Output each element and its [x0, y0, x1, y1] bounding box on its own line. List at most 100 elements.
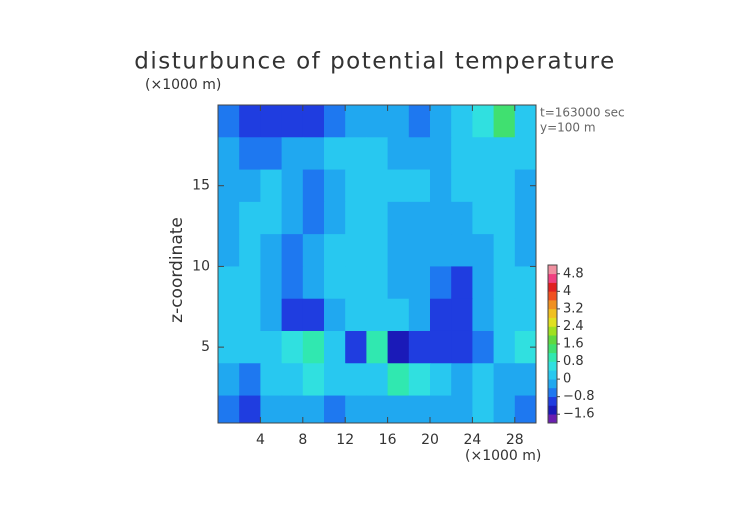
- field-cell: [324, 169, 346, 203]
- x-tick-label: 4: [256, 432, 265, 448]
- field-cell: [366, 201, 389, 235]
- field-cell: [472, 201, 495, 235]
- field-cell: [260, 395, 283, 423]
- field-cell: [345, 363, 367, 397]
- field-cell: [493, 201, 516, 235]
- field-cell: [302, 137, 325, 171]
- field-cell: [408, 234, 431, 267]
- colorbar-tick-label: −1.6: [563, 407, 595, 422]
- field-cell: [260, 137, 283, 171]
- field-cell: [387, 201, 410, 235]
- field-cell: [387, 330, 410, 364]
- colorbar-tick-label: 1.6: [563, 337, 584, 352]
- field-cell: [218, 234, 240, 267]
- field-cell: [408, 169, 431, 203]
- colorbar-band: [548, 370, 557, 380]
- field-cell: [430, 363, 452, 397]
- field-cell: [493, 298, 516, 332]
- field-cell: [345, 234, 367, 267]
- field-cell: [366, 137, 389, 171]
- field-cell: [514, 137, 536, 171]
- field-cell: [260, 234, 283, 267]
- field-cell: [387, 234, 410, 267]
- field-cell: [302, 266, 325, 300]
- field-cell: [345, 137, 367, 171]
- field-cell: [451, 234, 473, 267]
- field-cell: [408, 395, 431, 423]
- field-cell: [366, 234, 389, 267]
- field-cell: [345, 266, 367, 300]
- y-tick-label: 15: [192, 178, 210, 194]
- x-tick-label: 28: [506, 432, 524, 448]
- field-cell: [302, 298, 325, 332]
- field-cell: [451, 137, 473, 171]
- field-cell: [493, 169, 516, 203]
- field-cell: [514, 105, 536, 138]
- colorbar-band: [548, 405, 557, 415]
- field-cell: [408, 330, 431, 364]
- field-cell: [430, 234, 452, 267]
- field-cell: [281, 105, 304, 138]
- field-cell: [451, 330, 473, 364]
- field-cell: [451, 363, 473, 397]
- field-cell: [430, 105, 452, 138]
- colorbar-tick-label: 0.8: [563, 354, 584, 369]
- field-cell: [345, 395, 367, 423]
- field-cell: [472, 395, 495, 423]
- colorbar-band: [548, 308, 557, 318]
- field-cell: [281, 234, 304, 267]
- field-cell: [281, 266, 304, 300]
- field-cell: [430, 201, 452, 235]
- field-cell: [324, 105, 346, 138]
- field-cell: [472, 330, 495, 364]
- field-cell: [260, 201, 283, 235]
- field-cell: [239, 137, 261, 171]
- colorbar-tick-label: 4.8: [563, 266, 584, 281]
- field-cell: [451, 266, 473, 300]
- field-cell: [239, 169, 261, 203]
- colorbar-band: [548, 317, 557, 327]
- x-tick-label: 12: [336, 432, 354, 448]
- field-cell: [345, 330, 367, 364]
- field-cell: [472, 298, 495, 332]
- field-cell: [260, 105, 283, 138]
- annotation: y=100 m: [540, 121, 596, 135]
- field-cell: [239, 105, 261, 138]
- field-cell: [218, 330, 240, 364]
- field-cell: [493, 395, 516, 423]
- colorbar-band: [548, 361, 557, 371]
- field-cell: [281, 201, 304, 235]
- x-tick-label: 16: [379, 432, 397, 448]
- colorbar-band: [548, 352, 557, 362]
- field-cell: [451, 201, 473, 235]
- field-cell: [472, 169, 495, 203]
- field-cell: [514, 395, 536, 423]
- colorbar-band: [548, 282, 557, 292]
- field-cell: [493, 137, 516, 171]
- field-cell: [514, 298, 536, 332]
- field-cell: [324, 137, 346, 171]
- colorbar-band: [548, 300, 557, 310]
- field-cell: [408, 105, 431, 138]
- field-cell: [493, 330, 516, 364]
- y-tick-label: 5: [201, 339, 210, 355]
- field-cell: [408, 363, 431, 397]
- field-cell: [430, 266, 452, 300]
- colorbar-tick-label: 2.4: [563, 319, 584, 334]
- field-cell: [260, 266, 283, 300]
- field-cell: [324, 201, 346, 235]
- field-cell: [514, 330, 536, 364]
- field-cell: [472, 363, 495, 397]
- colorbar-band: [548, 396, 557, 406]
- field-cell: [366, 298, 389, 332]
- field-cell: [302, 330, 325, 364]
- field: [218, 105, 536, 423]
- field-cell: [345, 169, 367, 203]
- field-cell: [408, 298, 431, 332]
- plot-frame: [217, 104, 537, 424]
- field-cell: [324, 266, 346, 300]
- annotation: t=163000 sec: [540, 106, 625, 120]
- field-cell: [472, 137, 495, 171]
